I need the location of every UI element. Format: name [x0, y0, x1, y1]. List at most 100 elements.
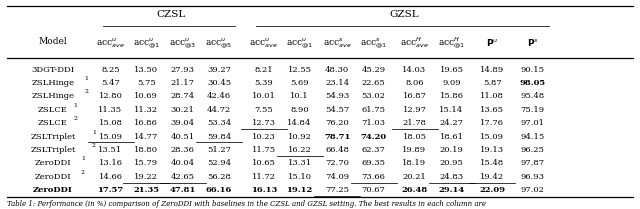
Text: 2: 2 — [81, 170, 85, 175]
Text: ZSLHinge: ZSLHinge — [31, 93, 75, 101]
Text: 30.45: 30.45 — [207, 79, 231, 87]
Text: 19.12: 19.12 — [287, 186, 313, 194]
Text: ZeroDDI: ZeroDDI — [35, 173, 72, 181]
Text: 24.27: 24.27 — [440, 119, 463, 127]
Text: acc$^s_{ave}$: acc$^s_{ave}$ — [323, 36, 351, 50]
Text: 97.02: 97.02 — [521, 186, 545, 194]
Text: 10.1: 10.1 — [291, 93, 309, 101]
Text: 20.21: 20.21 — [403, 173, 426, 181]
Text: 3DGT-DDI: 3DGT-DDI — [31, 66, 75, 74]
Text: 13.51: 13.51 — [99, 146, 123, 154]
Text: 14.66: 14.66 — [99, 173, 122, 181]
Text: acc$^H_{@1}$: acc$^H_{@1}$ — [438, 36, 465, 50]
Text: 19.13: 19.13 — [481, 146, 504, 154]
Text: 13.50: 13.50 — [134, 66, 158, 74]
Text: 96.25: 96.25 — [521, 146, 545, 154]
Text: 5.69: 5.69 — [291, 79, 309, 87]
Text: 78.71: 78.71 — [324, 133, 351, 141]
Text: 47.81: 47.81 — [170, 186, 196, 194]
Text: ZSLTriplet: ZSLTriplet — [30, 146, 76, 154]
Text: 72.70: 72.70 — [325, 159, 349, 167]
Text: 97.01: 97.01 — [521, 119, 545, 127]
Text: 10.01: 10.01 — [252, 93, 276, 101]
Text: 5.75: 5.75 — [137, 79, 156, 87]
Text: 12.55: 12.55 — [287, 66, 312, 74]
Text: 19.89: 19.89 — [403, 146, 427, 154]
Text: 11.72: 11.72 — [252, 173, 276, 181]
Text: 15.09: 15.09 — [99, 133, 122, 141]
Text: 2: 2 — [84, 89, 88, 94]
Text: 28.74: 28.74 — [171, 93, 195, 101]
Text: 30.21: 30.21 — [171, 106, 195, 114]
Text: 90.15: 90.15 — [521, 66, 545, 74]
Text: Table 1: Performance (in %) comparison of ZeroDDI with baselines in the CZSL and: Table 1: Performance (in %) comparison o… — [7, 200, 486, 208]
Text: 96.93: 96.93 — [521, 173, 545, 181]
Text: 24.83: 24.83 — [440, 173, 463, 181]
Text: ZeroDDI: ZeroDDI — [33, 186, 73, 194]
Text: 5.87: 5.87 — [483, 79, 502, 87]
Text: 69.35: 69.35 — [362, 159, 386, 167]
Text: 11.08: 11.08 — [481, 93, 504, 101]
Text: 45.29: 45.29 — [362, 66, 386, 74]
Text: 18.19: 18.19 — [403, 159, 427, 167]
Text: 19.22: 19.22 — [134, 173, 158, 181]
Text: 14.03: 14.03 — [403, 66, 427, 74]
Text: 95.48: 95.48 — [520, 93, 545, 101]
Text: 29.14: 29.14 — [438, 186, 465, 194]
Text: 11.32: 11.32 — [134, 106, 158, 114]
Text: 73.66: 73.66 — [362, 173, 385, 181]
Text: 21.17: 21.17 — [171, 79, 195, 87]
Text: CZSL: CZSL — [157, 10, 186, 19]
Text: 40.04: 40.04 — [171, 159, 195, 167]
Text: 13.16: 13.16 — [99, 159, 122, 167]
Text: 21.78: 21.78 — [403, 119, 426, 127]
Text: 19.65: 19.65 — [440, 66, 463, 74]
Text: ZSLCE: ZSLCE — [38, 119, 68, 127]
Text: 5.39: 5.39 — [255, 79, 273, 87]
Text: 48.30: 48.30 — [325, 66, 349, 74]
Text: 15.08: 15.08 — [99, 119, 122, 127]
Text: 42.65: 42.65 — [171, 173, 195, 181]
Text: 9.09: 9.09 — [442, 79, 461, 87]
Text: 17.57: 17.57 — [97, 186, 124, 194]
Text: 12.80: 12.80 — [99, 93, 122, 101]
Text: 15.09: 15.09 — [481, 133, 504, 141]
Text: 15.10: 15.10 — [287, 173, 312, 181]
Text: 13.65: 13.65 — [481, 106, 504, 114]
Text: 7.55: 7.55 — [255, 106, 273, 114]
Text: 8.06: 8.06 — [405, 79, 424, 87]
Text: 10.69: 10.69 — [134, 93, 158, 101]
Text: ZSLTriplet: ZSLTriplet — [30, 133, 76, 141]
Text: 74.09: 74.09 — [325, 173, 349, 181]
Text: 16.13: 16.13 — [251, 186, 277, 194]
Text: 53.02: 53.02 — [362, 93, 385, 101]
Text: 28.36: 28.36 — [171, 146, 195, 154]
Text: ZSLHinge: ZSLHinge — [31, 79, 75, 87]
Text: acc$^u_{@5}$: acc$^u_{@5}$ — [205, 36, 233, 50]
Text: 66.16: 66.16 — [206, 186, 232, 194]
Text: 44.72: 44.72 — [207, 106, 231, 114]
Text: 12.73: 12.73 — [252, 119, 276, 127]
Text: 76.20: 76.20 — [325, 119, 349, 127]
Text: 20.19: 20.19 — [440, 146, 463, 154]
Text: acc$^u_{ave}$: acc$^u_{ave}$ — [250, 36, 278, 50]
Text: GZSL: GZSL — [390, 10, 419, 19]
Text: 53.34: 53.34 — [207, 119, 231, 127]
Text: 42.46: 42.46 — [207, 93, 231, 101]
Text: 23.14: 23.14 — [325, 79, 349, 87]
Text: 5.47: 5.47 — [101, 79, 120, 87]
Text: 10.92: 10.92 — [287, 133, 312, 141]
Text: 59.84: 59.84 — [207, 133, 231, 141]
Text: acc$^u_{@1}$: acc$^u_{@1}$ — [132, 36, 160, 50]
Text: 22.65: 22.65 — [362, 79, 385, 87]
Text: 16.86: 16.86 — [134, 119, 158, 127]
Text: 15.86: 15.86 — [440, 93, 463, 101]
Text: 8.25: 8.25 — [101, 66, 120, 74]
Text: 1: 1 — [81, 156, 85, 161]
Text: 97.87: 97.87 — [520, 159, 545, 167]
Text: 21.35: 21.35 — [133, 186, 159, 194]
Text: $\mathbf{P}^s$: $\mathbf{P}^s$ — [527, 37, 539, 48]
Text: 61.75: 61.75 — [362, 106, 386, 114]
Text: acc$^H_{ave}$: acc$^H_{ave}$ — [400, 36, 429, 50]
Text: 2: 2 — [74, 116, 77, 121]
